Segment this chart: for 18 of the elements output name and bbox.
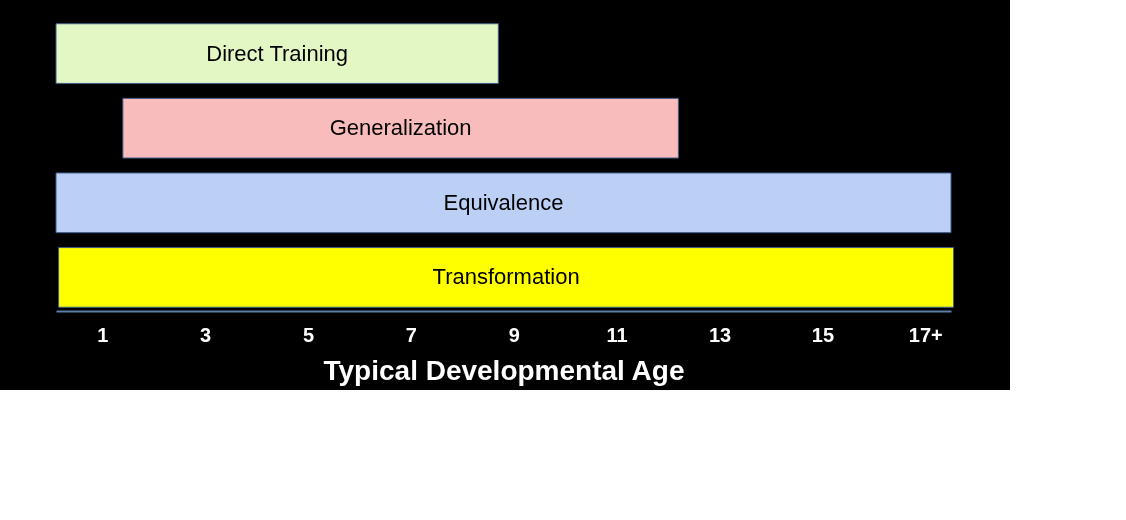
bar	[55, 23, 499, 84]
bar	[122, 97, 679, 159]
x-tick-label: 15	[811, 323, 835, 346]
x-tick-label: 13	[708, 323, 732, 346]
x-tick-label: 7	[405, 323, 417, 346]
x-tick-label: 3	[200, 323, 212, 346]
bar	[55, 172, 952, 234]
x-tick-label: 9	[508, 323, 520, 346]
y-tick-label: Generalization	[329, 115, 472, 141]
x-tick-label: 5	[302, 323, 315, 346]
y-tick-label: Transformation	[432, 264, 580, 290]
x-tick-label: 1	[97, 323, 109, 346]
x-axis-title: Typical Developmental Age	[323, 354, 685, 386]
bar	[58, 247, 955, 308]
x-tick-label: 11	[606, 323, 628, 346]
y-tick-label: Equivalence	[443, 189, 564, 215]
x-tick-label: 17+	[908, 323, 943, 346]
y-tick-label: Direct Training	[206, 40, 349, 66]
